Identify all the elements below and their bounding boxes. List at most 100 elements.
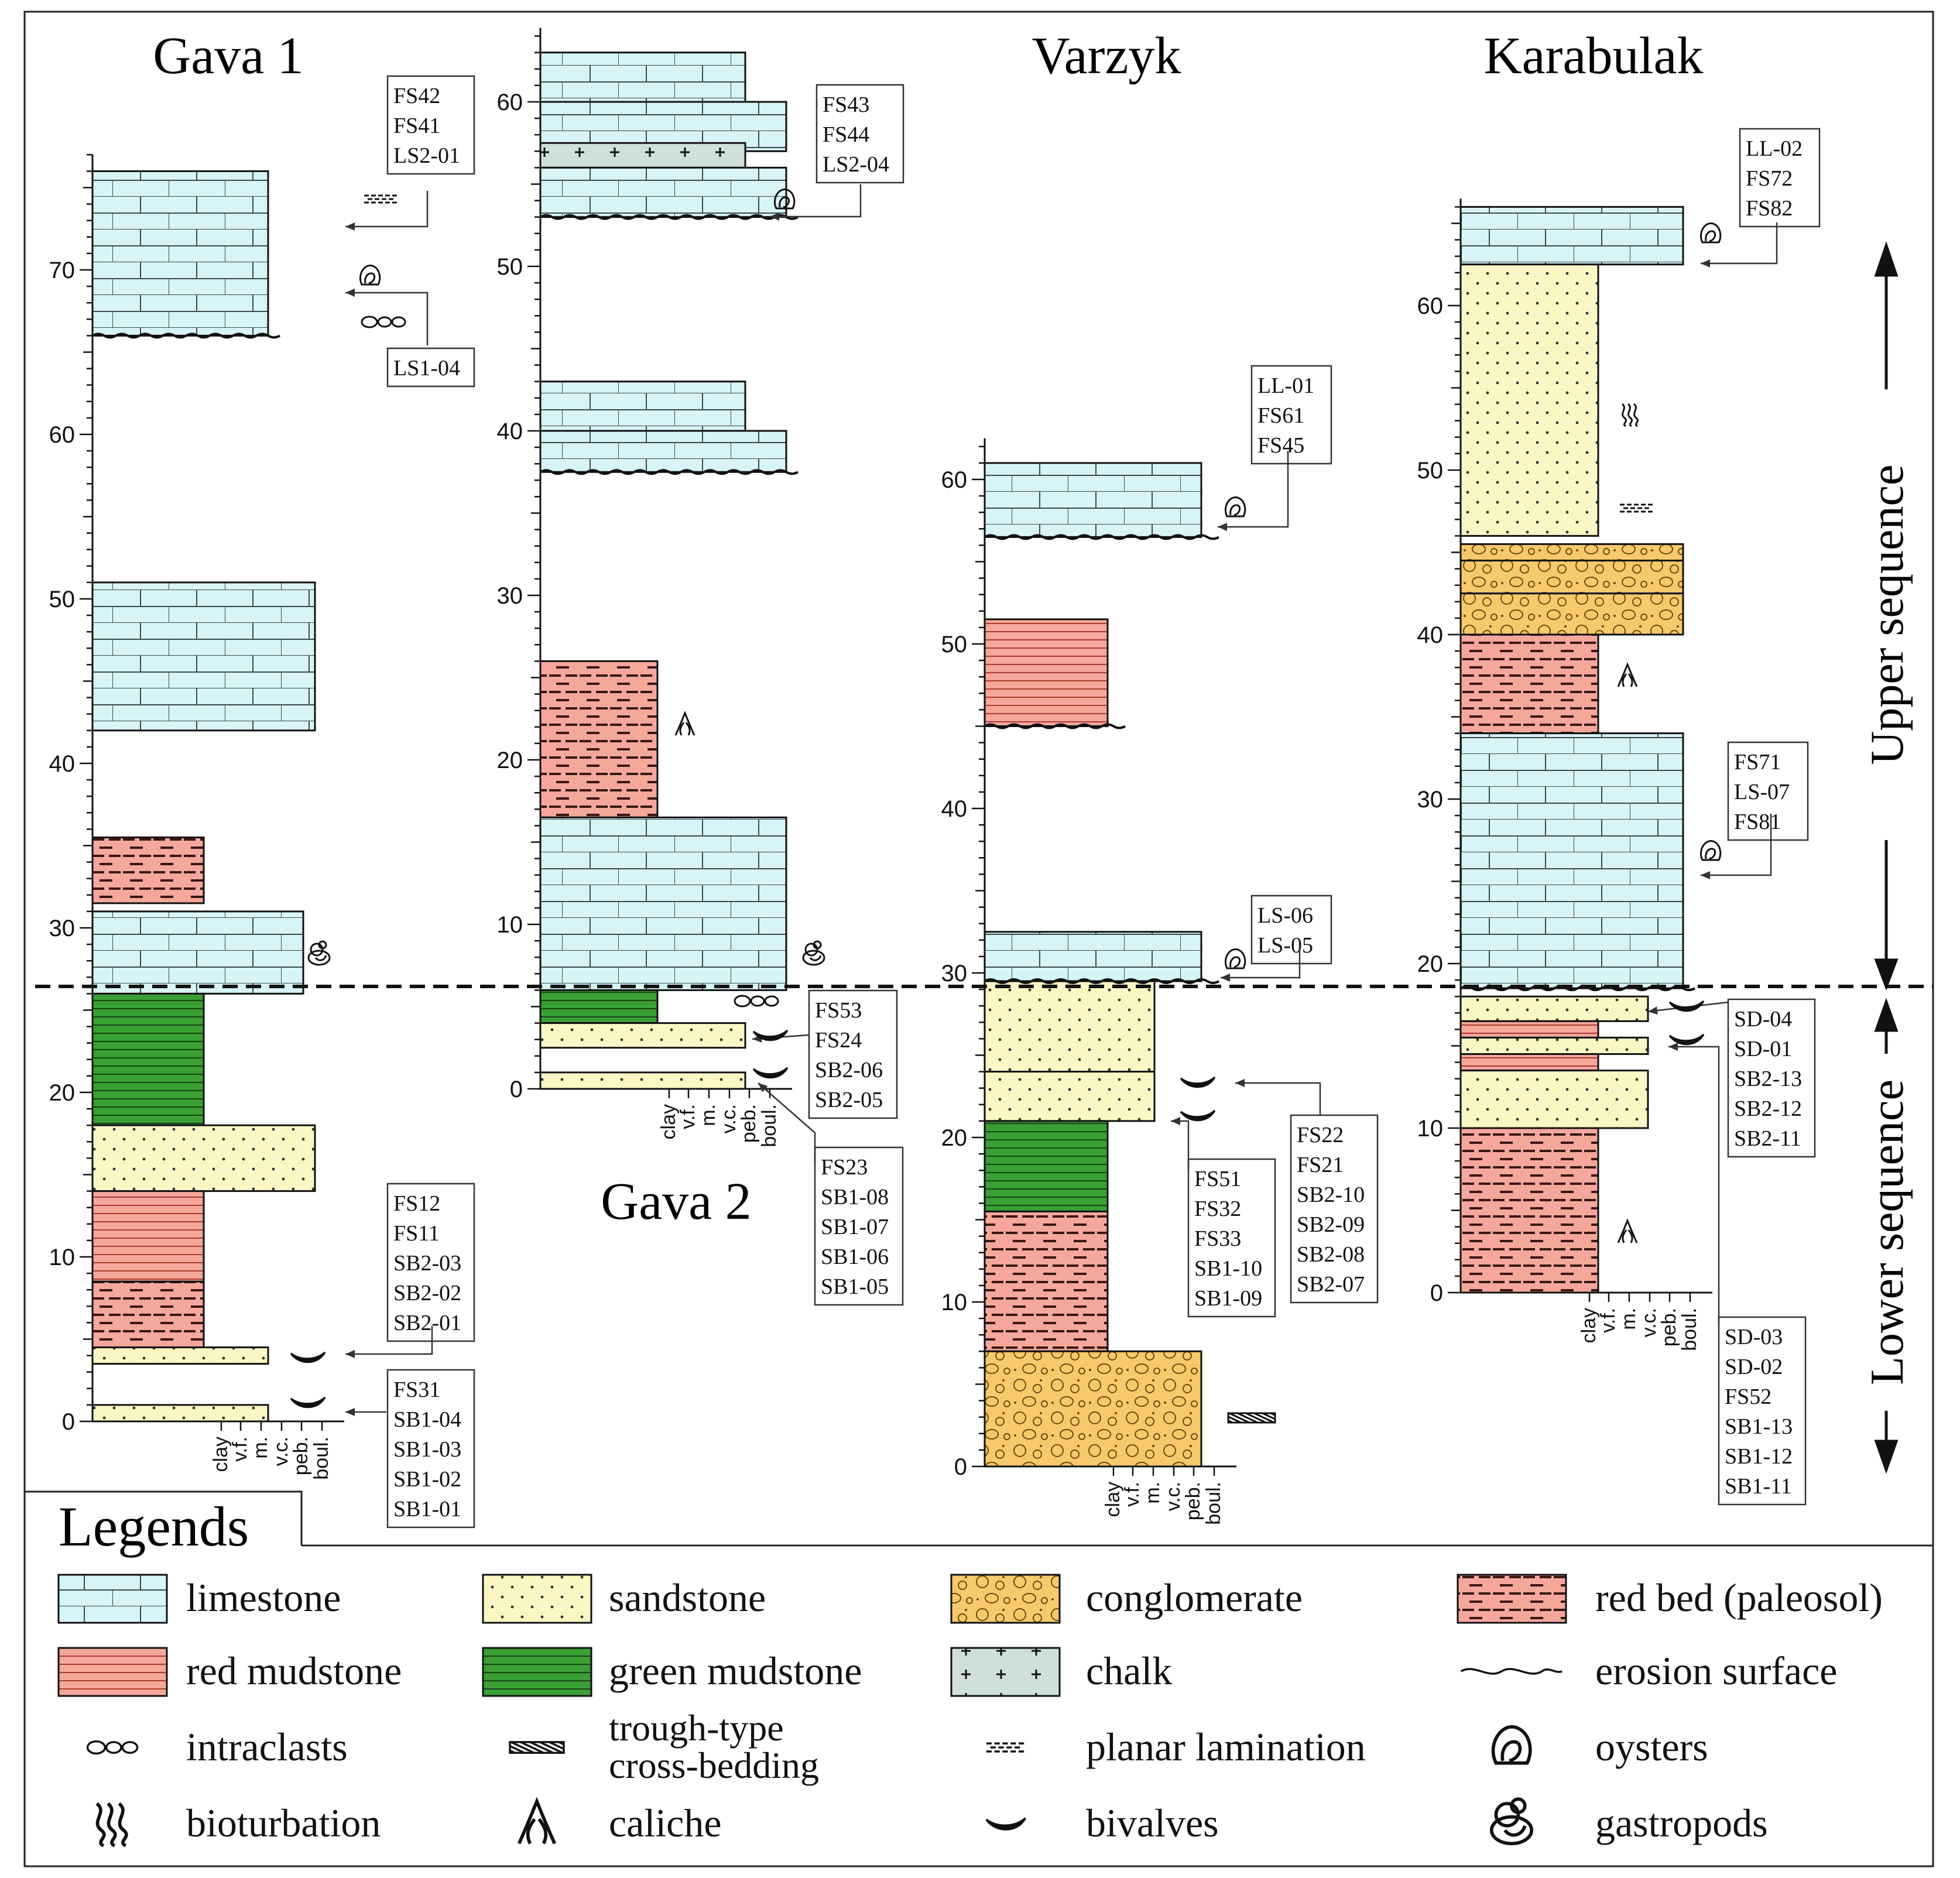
sample-label: SB1-07 xyxy=(821,1215,889,1239)
sample-label: SB1-08 xyxy=(821,1185,889,1209)
unit-redbed xyxy=(539,660,659,818)
bivalves-icon xyxy=(1668,1000,1705,1012)
sample-label: FS72 xyxy=(1746,166,1793,191)
legend-swatch-redbed xyxy=(1457,1574,1567,1624)
bivalves-icon xyxy=(985,1817,1027,1831)
axis-tick-label: 50 xyxy=(941,632,968,657)
sample-label: FS41 xyxy=(393,114,440,138)
intraclasts-icon xyxy=(734,995,779,1007)
sample-leader-line xyxy=(758,1082,816,1164)
legend-swatch-green xyxy=(482,1647,592,1697)
legend-item-sandstone: sandstone xyxy=(482,1574,766,1624)
axis-tick-label: 40 xyxy=(941,796,968,822)
erosion-icon xyxy=(1460,1668,1562,1675)
axis-tick-label: 20 xyxy=(497,748,523,773)
sample-label: SB2-06 xyxy=(815,1058,883,1082)
grain-size-label: v.f. xyxy=(1121,1482,1143,1507)
unit-redmud xyxy=(984,618,1109,727)
arrowhead xyxy=(1171,1117,1180,1125)
sample-box xyxy=(814,1146,904,1306)
sample-leader-line xyxy=(345,292,429,345)
legend-swatch-chalk xyxy=(950,1647,1061,1697)
sample-box xyxy=(1250,895,1332,965)
grain-size-label: clay xyxy=(1102,1482,1124,1517)
axis-tick-label: 0 xyxy=(1430,1280,1443,1306)
erosion-surface xyxy=(984,723,1126,729)
sample-box xyxy=(386,75,475,175)
unit-redmud xyxy=(1459,1053,1599,1072)
sample-label: SB2-13 xyxy=(1734,1067,1802,1091)
grain-size-label: v.c. xyxy=(1638,1308,1660,1337)
axis-tick-label: 40 xyxy=(49,751,76,777)
unit-sandstone xyxy=(91,1346,269,1365)
axis-tick-label: 70 xyxy=(49,258,76,283)
sample-label: SB2-03 xyxy=(393,1251,461,1276)
legend-item-gastropods: gastropods xyxy=(1489,1797,1768,1846)
unit-limestone xyxy=(1459,205,1684,266)
legend-tab-frame xyxy=(25,1490,303,1545)
legend-label: erosion surface xyxy=(1595,1649,1837,1693)
sample-label: SD-01 xyxy=(1734,1037,1792,1061)
gastropods-icon xyxy=(802,940,825,966)
grain-size-label: peb. xyxy=(738,1104,760,1143)
legend-item-redmud: red mudstone xyxy=(57,1647,402,1697)
bivalves-icon xyxy=(752,1029,789,1041)
legend-label: gastropods xyxy=(1595,1801,1768,1845)
oysters-icon xyxy=(1699,840,1722,861)
caliche-icon xyxy=(1617,1218,1638,1243)
sample-label: FS31 xyxy=(393,1377,440,1402)
sample-label: FS45 xyxy=(1257,433,1304,458)
caliche-icon xyxy=(517,1797,557,1845)
figure-frame xyxy=(23,11,1934,1867)
arrowhead xyxy=(1701,259,1710,268)
sample-label: SB2-01 xyxy=(393,1311,461,1335)
bioturbation-icon xyxy=(95,1802,128,1848)
axis-tick-label: 30 xyxy=(941,961,968,986)
sample-leader-line xyxy=(1668,1046,1720,1324)
oysters-icon xyxy=(359,265,381,286)
legend-label: bivalves xyxy=(1086,1801,1219,1845)
legend-label: red mudstone xyxy=(186,1649,402,1693)
sample-label: LS-06 xyxy=(1257,903,1313,928)
legend-label: trough-type cross-bedding xyxy=(609,1707,819,1786)
unit-sandstone xyxy=(984,980,1156,1073)
unit-green xyxy=(91,992,205,1126)
legend-item-green: green mudstone xyxy=(482,1647,862,1697)
grain-size-label: v.f. xyxy=(677,1104,699,1129)
sample-label: FS23 xyxy=(821,1155,868,1180)
unit-limestone xyxy=(984,931,1202,982)
grain-size-label: boul. xyxy=(1678,1308,1701,1351)
unit-limestone xyxy=(91,910,304,995)
bivalves-icon xyxy=(1668,1033,1705,1046)
sample-label: FS24 xyxy=(815,1028,862,1053)
sample-label: SB2-11 xyxy=(1734,1126,1801,1151)
sample-label: SD-03 xyxy=(1725,1325,1783,1349)
sample-label: SB1-12 xyxy=(1725,1444,1793,1469)
sample-label: SB1-11 xyxy=(1725,1474,1792,1499)
legend-item-bivalves: bivalves xyxy=(985,1801,1219,1845)
lower-sequence-label: Lower sequence xyxy=(1862,1079,1913,1385)
sample-box xyxy=(815,84,904,184)
bivalves-icon xyxy=(290,1351,326,1363)
axis-tick-label: 60 xyxy=(49,422,76,448)
legend-swatch-sandstone xyxy=(482,1574,592,1624)
sample-label: FS21 xyxy=(1297,1153,1344,1177)
column-title-varzyk: Varzyk xyxy=(1032,27,1181,85)
sample-leader-line xyxy=(770,184,862,218)
arrowhead xyxy=(1668,1043,1678,1051)
grain-size-label: peb. xyxy=(290,1437,312,1475)
sample-label: SB2-07 xyxy=(1297,1272,1365,1297)
legend-label: green mudstone xyxy=(609,1649,862,1693)
legend-item-caliche: caliche xyxy=(517,1797,722,1845)
axis-tick-label: 40 xyxy=(497,419,523,444)
unit-conglomerate xyxy=(1459,560,1684,595)
grain-size-label: boul. xyxy=(310,1437,333,1480)
axis-tick-label: 20 xyxy=(941,1125,968,1151)
sample-label: SD-04 xyxy=(1734,1007,1792,1031)
grain-size-label: v.c. xyxy=(718,1104,740,1133)
sample-label: FS32 xyxy=(1194,1197,1241,1221)
unit-redbed xyxy=(91,1280,205,1349)
